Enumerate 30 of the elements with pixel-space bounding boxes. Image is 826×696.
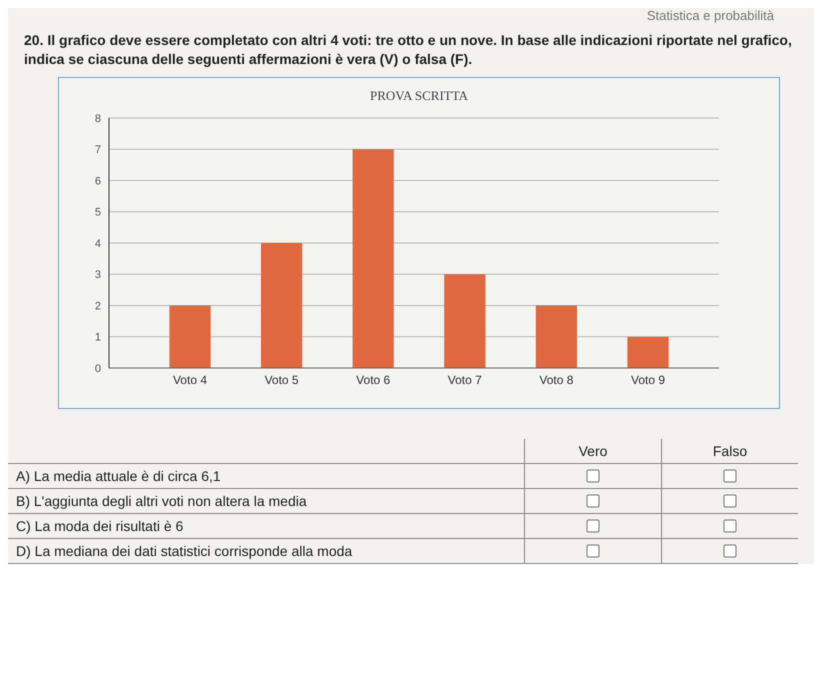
bar (169, 305, 211, 368)
text: C) La moda dei risultati è 6 (8, 513, 524, 538)
text: B) L'aggiunta degli altri voti non altera la media (8, 488, 524, 514)
x-tick-label: Voto 7 (448, 372, 482, 387)
y-tick-label: 6 (94, 175, 101, 188)
x-tick-label: Voto 8 (539, 372, 574, 387)
bar (536, 305, 578, 368)
y-tick-label: 3 (94, 268, 101, 281)
text: Falso (662, 438, 798, 464)
bar (444, 274, 486, 368)
bar (627, 336, 669, 368)
x-tick-label: Voto 9 (630, 372, 666, 387)
chart-title: PROVA SCRITTA (370, 88, 469, 103)
y-tick-label: 0 (94, 362, 101, 375)
x-tick-label: Voto 4 (172, 372, 208, 387)
y-tick-label: 7 (94, 144, 101, 156)
x-tick-label: Voto 6 (356, 372, 391, 387)
text: Vero (524, 438, 662, 464)
bar (352, 149, 394, 368)
text: A) La media attuale è di circa 6,1 (8, 463, 524, 488)
x-tick-label: Voto 5 (264, 372, 299, 387)
y-tick-label: 1 (94, 331, 101, 344)
y-tick-label: 2 (94, 300, 101, 312)
y-tick-label: 8 (94, 112, 101, 125)
text: D) La mediana dei dati statistici corrisponde alla moda (8, 538, 524, 564)
y-tick-label: 4 (94, 238, 101, 250)
text: Statistica e probabilità (646, 8, 775, 23)
text: 20. Il grafico deve essere completato con altri 4 voti: tre otto e un nove. In base alle indicazioni riportate nel grafico, indica se ciascuna delle seguenti affermazioni è vera (V) o falsa (F). (23, 31, 793, 69)
bar (260, 242, 302, 368)
y-tick-label: 5 (94, 206, 101, 218)
